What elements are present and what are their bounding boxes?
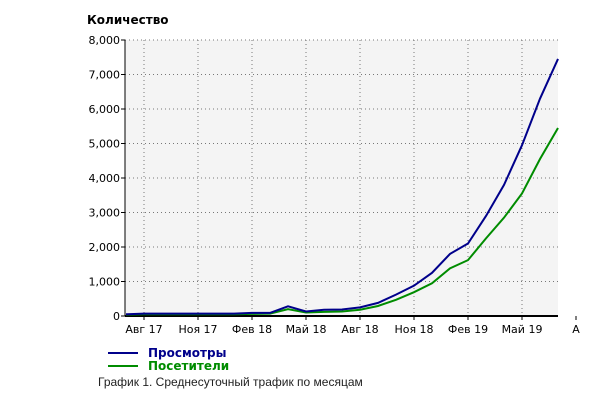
x-tick-label: Май 18 bbox=[286, 323, 327, 336]
y-tick-label: 8,000 bbox=[89, 34, 121, 47]
y-tick-label: 1,000 bbox=[89, 276, 121, 289]
x-tick-label: Авг 18 bbox=[341, 323, 378, 336]
legend-label: Посетители bbox=[148, 359, 230, 373]
x-tick-label: Ноя 18 bbox=[394, 323, 433, 336]
x-tick-label: А bbox=[572, 323, 580, 336]
line-chart: 0 1,000 2,000 3,000 4,000 5,000 6,000 7,000 8,00… bbox=[89, 34, 581, 336]
y-tick-label: 0 bbox=[113, 310, 120, 323]
legend-swatch bbox=[108, 352, 138, 354]
legend-label: Просмотры bbox=[148, 346, 227, 360]
y-tick-label: 6,000 bbox=[89, 103, 121, 116]
legend-swatch bbox=[108, 365, 138, 367]
y-tick-label: 2,000 bbox=[89, 241, 121, 254]
x-tick-label: Фев 19 bbox=[448, 323, 488, 336]
legend-item-visitors: Посетители bbox=[108, 359, 229, 373]
x-tick-label: Фев 18 bbox=[232, 323, 272, 336]
x-tick-label: Май 19 bbox=[502, 323, 543, 336]
y-axis-label: Количество bbox=[87, 13, 169, 27]
y-tick-label: 3,000 bbox=[89, 207, 121, 220]
y-tick-label: 5,000 bbox=[89, 138, 121, 151]
y-tick-label: 4,000 bbox=[89, 172, 121, 185]
legend-item-views: Просмотры bbox=[108, 346, 226, 360]
x-tick-label: Авг 17 bbox=[125, 323, 162, 336]
x-tick-label: Ноя 17 bbox=[178, 323, 217, 336]
y-tick-label: 7,000 bbox=[89, 69, 121, 82]
chart-caption: График 1. Среднесуточный трафик по месяц… bbox=[98, 375, 363, 389]
